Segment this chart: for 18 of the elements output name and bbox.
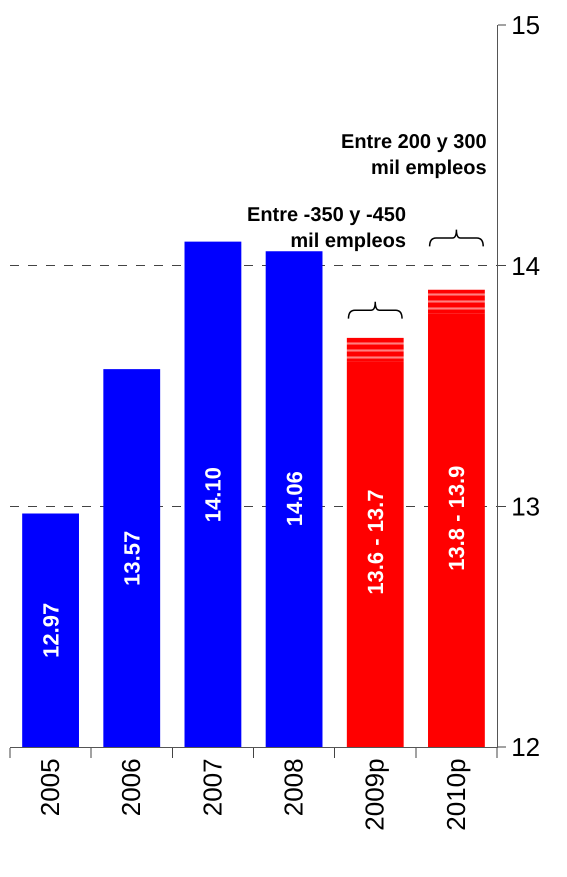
y-tick-label: 14 — [511, 250, 540, 281]
annotation: Entre 200 y 300 mil empleos — [341, 131, 487, 179]
y-tick-label: 15 — [511, 10, 540, 40]
x-tick-label: 2009p — [360, 758, 390, 831]
data-label: 14.06 — [282, 471, 307, 526]
x-tick-label: 2007 — [197, 758, 228, 816]
x-tick-label: 2008 — [278, 758, 309, 816]
y-tick-label: 13 — [511, 491, 540, 522]
data-label: 12.97 — [38, 602, 64, 658]
data-label: 13.6 - 13.7 — [362, 489, 388, 595]
data-label: 13.57 — [120, 530, 145, 586]
x-tick-label: 2006 — [116, 758, 146, 816]
annotation: Entre -350 y -450 mil empleos — [247, 204, 406, 252]
y-tick-label: 12 — [511, 732, 540, 762]
x-tick-label: 2010p — [440, 758, 471, 831]
data-label: 13.8 - 13.9 — [444, 466, 470, 571]
data-label: 14.10 — [200, 467, 226, 522]
x-tick-label: 2005 — [35, 758, 66, 816]
